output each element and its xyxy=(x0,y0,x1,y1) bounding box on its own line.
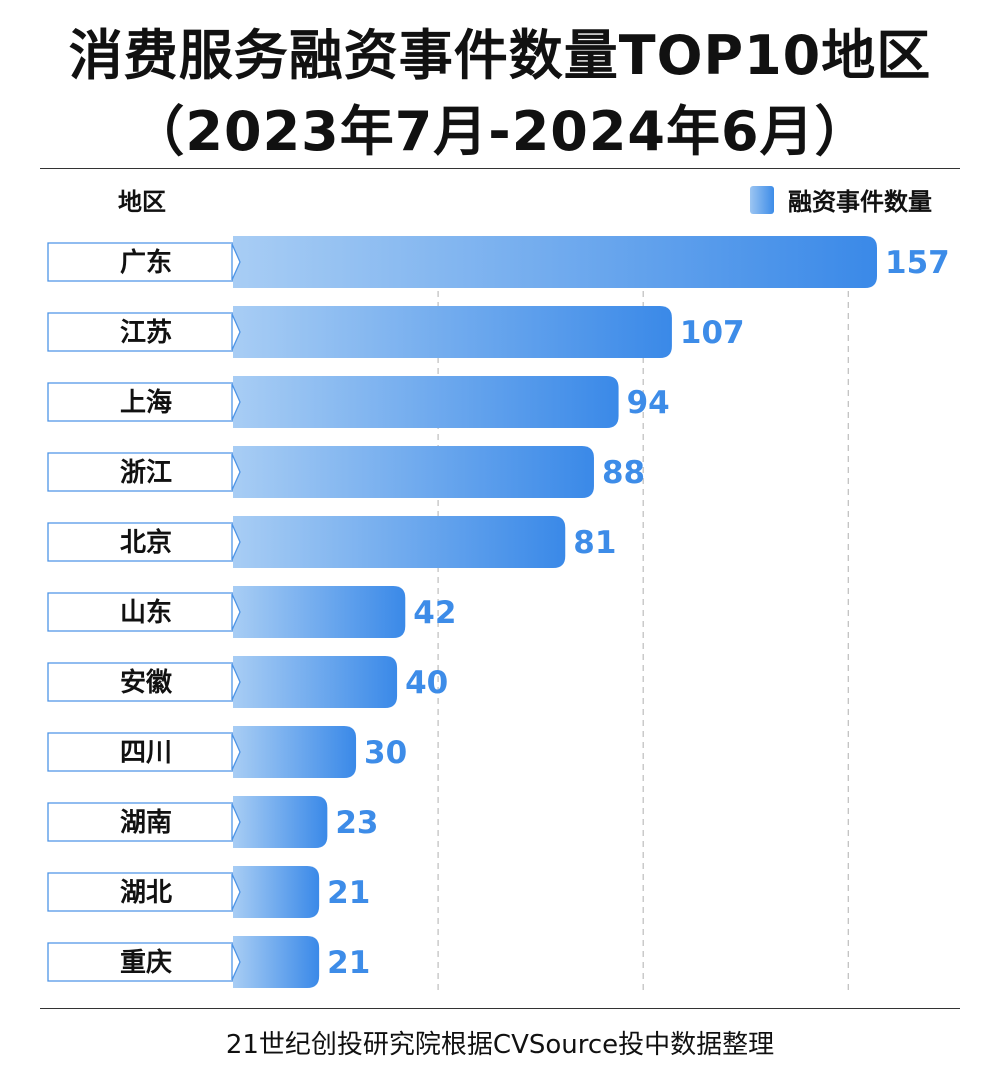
bar-row: 四川 30 xyxy=(47,726,407,778)
bar-row: 湖南 23 xyxy=(47,796,378,848)
bar-row: 湖北 21 xyxy=(47,866,370,918)
bar xyxy=(233,866,320,918)
label-pointer xyxy=(231,523,241,561)
category-label: 湖南 xyxy=(120,808,172,838)
chart-title: 消费服务融资事件数量TOP10地区 xyxy=(68,24,932,87)
label-pointer xyxy=(231,243,241,281)
label-pointer xyxy=(231,313,241,351)
bar xyxy=(233,726,357,778)
value-label: 40 xyxy=(405,665,448,701)
label-pointer xyxy=(231,803,241,841)
bar-row: 安徽 40 xyxy=(47,656,448,708)
category-label: 山东 xyxy=(120,597,172,628)
value-label: 42 xyxy=(413,595,456,631)
category-label: 安徽 xyxy=(120,668,173,698)
bar xyxy=(233,446,594,498)
legend-label: 融资事件数量 xyxy=(788,188,932,216)
label-pointer xyxy=(231,453,241,491)
category-label: 重庆 xyxy=(120,947,172,978)
bar-row: 重庆 21 xyxy=(47,936,370,988)
bar xyxy=(233,586,406,638)
category-label: 湖北 xyxy=(120,878,172,908)
label-pointer xyxy=(231,873,241,911)
category-label: 广东 xyxy=(120,247,172,278)
category-label: 北京 xyxy=(120,527,172,558)
chart-subtitle: （2023年7月-2024年6月） xyxy=(130,100,870,163)
region-axis-label: 地区 xyxy=(118,188,166,216)
value-label: 107 xyxy=(680,315,745,351)
bar xyxy=(233,376,619,428)
bar-row: 浙江 88 xyxy=(47,446,645,498)
label-pointer xyxy=(231,943,241,981)
legend-swatch xyxy=(750,185,774,214)
value-label: 81 xyxy=(573,525,616,561)
bar xyxy=(233,306,672,358)
value-label: 88 xyxy=(602,455,645,491)
category-label: 上海 xyxy=(120,388,172,418)
bar xyxy=(233,236,877,288)
bar-row: 山东 42 xyxy=(47,586,456,638)
label-pointer xyxy=(231,593,241,631)
value-label: 23 xyxy=(335,805,378,841)
bar xyxy=(233,656,398,708)
legend: 融资事件数量 xyxy=(750,182,932,217)
top-divider xyxy=(40,168,960,169)
value-label: 94 xyxy=(627,385,670,421)
value-label: 30 xyxy=(364,735,407,771)
value-label: 21 xyxy=(327,875,370,911)
category-label: 江苏 xyxy=(120,318,172,348)
bar xyxy=(233,936,320,988)
label-pointer xyxy=(231,663,241,701)
bar-row: 江苏 107 xyxy=(47,306,745,358)
bar-row: 上海 94 xyxy=(47,376,670,428)
label-pointer xyxy=(231,383,241,421)
value-label: 21 xyxy=(327,945,370,981)
category-label: 浙江 xyxy=(120,458,172,488)
value-label: 157 xyxy=(885,245,950,281)
bar xyxy=(233,516,566,568)
bar-row: 广东 157 xyxy=(47,236,950,288)
bar xyxy=(233,796,328,848)
bar-row: 北京 81 xyxy=(47,516,616,568)
label-pointer xyxy=(231,733,241,771)
bottom-divider xyxy=(40,1008,960,1009)
category-label: 四川 xyxy=(120,738,172,768)
source-note: 21世纪创投研究院根据CVSource投中数据整理 xyxy=(225,1030,775,1060)
